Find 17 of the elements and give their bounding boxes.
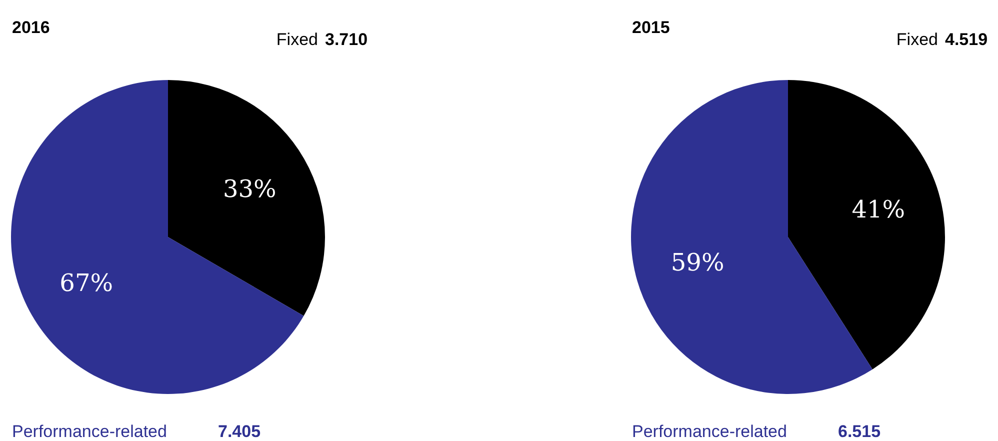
chart-title: 2015 — [632, 18, 670, 37]
slice-label: Performance-related — [12, 422, 167, 441]
text: 33% — [222, 175, 276, 204]
pie-slice — [788, 80, 945, 370]
text: 41% — [852, 196, 906, 224]
text: 59% — [670, 248, 724, 276]
text: 67% — [60, 268, 114, 297]
slice-label: Fixed — [896, 30, 938, 49]
pie-slice — [11, 80, 304, 394]
chart-title: 2016 — [12, 18, 50, 37]
pie-slice — [168, 80, 325, 316]
slice-label: Fixed — [276, 30, 318, 49]
data-label: 7.405 — [218, 422, 261, 441]
data-label: 3.710 — [325, 30, 368, 49]
data-label: 4.519 — [945, 30, 988, 49]
data-label: 6.515 — [838, 422, 881, 441]
slice-label: Performance-related — [632, 422, 787, 441]
